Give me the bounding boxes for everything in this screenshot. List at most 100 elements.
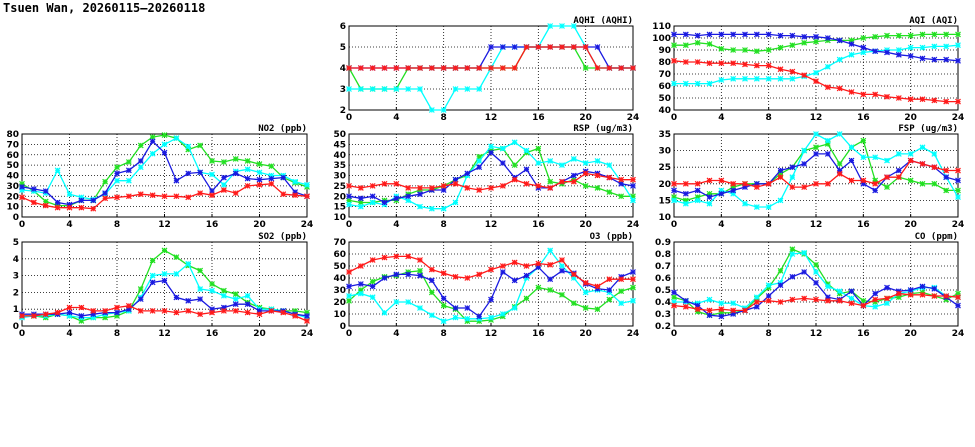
data-point (765, 204, 772, 210)
data-point (682, 190, 689, 197)
data-point (582, 160, 589, 166)
data-point (90, 314, 97, 321)
data-point (464, 185, 471, 191)
data-point (102, 190, 109, 197)
data-point (943, 31, 950, 38)
data-point (90, 197, 97, 204)
data-point (197, 190, 204, 197)
data-point (220, 174, 227, 181)
data-point (197, 311, 204, 318)
data-point (836, 297, 843, 304)
x-tick-label: 0 (19, 220, 25, 230)
data-point (931, 150, 938, 157)
data-point (428, 107, 435, 113)
data-point (220, 304, 227, 311)
data-point (357, 203, 364, 210)
data-point (682, 59, 689, 65)
x-tick-label: 12 (485, 220, 498, 230)
data-point (836, 85, 843, 92)
data-point (114, 177, 120, 184)
data-point (630, 276, 636, 283)
data-point (907, 44, 914, 51)
panel-title: SO2 (ppb) (258, 232, 307, 242)
data-point (535, 182, 542, 189)
data-point (789, 75, 796, 82)
data-point (173, 270, 180, 277)
data-point (618, 300, 625, 307)
data-point (30, 186, 37, 192)
series-1 (346, 247, 636, 325)
data-point (718, 77, 725, 83)
data-point (606, 276, 613, 283)
y-tick-label: 60 (333, 250, 346, 260)
y-tick-label: 30 (6, 182, 19, 192)
data-point (125, 193, 132, 200)
data-point (280, 191, 287, 198)
data-point (594, 65, 601, 71)
data-point (895, 290, 902, 297)
data-point (884, 184, 890, 191)
data-point (824, 283, 831, 290)
data-point (742, 200, 748, 207)
x-tick-label: 4 (393, 113, 399, 123)
data-point (357, 199, 364, 206)
x-tick-label: 8 (114, 220, 120, 230)
data-point (570, 300, 577, 307)
y-tick-label: 20 (658, 180, 671, 190)
data-point (907, 32, 914, 39)
data-point (256, 161, 263, 168)
data-point (824, 84, 831, 91)
y-tick-label: 10 (6, 203, 19, 213)
x-tick-label: 4 (718, 113, 724, 123)
data-point (789, 273, 796, 280)
data-point (476, 271, 483, 278)
data-point (884, 300, 890, 307)
data-point (523, 295, 530, 302)
data-point (256, 181, 263, 188)
data-point (813, 78, 819, 85)
data-point (765, 282, 772, 289)
data-point (381, 180, 388, 187)
data-point (955, 31, 961, 38)
panel-title: RSP (ug/m3) (573, 124, 633, 134)
x-tick-label: 12 (158, 220, 171, 230)
y-tick-label: 40 (333, 274, 346, 284)
data-point (476, 65, 483, 71)
data-point (718, 187, 725, 194)
data-point (357, 290, 364, 297)
data-point (488, 143, 494, 150)
data-point (220, 307, 227, 314)
data-point (943, 174, 950, 181)
data-point (860, 302, 867, 309)
data-point (125, 159, 132, 165)
series-3 (671, 57, 961, 105)
data-point (582, 305, 589, 311)
y-tick-label: 40 (6, 172, 19, 182)
data-point (630, 65, 636, 71)
data-point (801, 269, 808, 275)
data-point (149, 272, 156, 279)
data-point (813, 69, 819, 76)
x-tick-label: 8 (441, 113, 447, 123)
data-point (535, 264, 542, 271)
data-point (742, 31, 748, 38)
data-point (570, 172, 577, 179)
data-point (582, 44, 589, 50)
series-3 (19, 302, 310, 324)
data-point (499, 263, 506, 269)
data-point (884, 49, 890, 56)
data-point (559, 23, 565, 29)
data-point (535, 145, 542, 152)
data-point (742, 307, 748, 314)
data-point (54, 309, 61, 316)
data-point (813, 269, 819, 275)
data-point (125, 167, 132, 174)
x-tick-label: 12 (810, 113, 823, 123)
y-tick-label: 70 (658, 70, 671, 80)
data-point (511, 65, 518, 71)
data-point (824, 137, 831, 144)
data-point (137, 296, 144, 303)
data-point (718, 31, 725, 38)
x-tick-label: 20 (579, 329, 592, 339)
